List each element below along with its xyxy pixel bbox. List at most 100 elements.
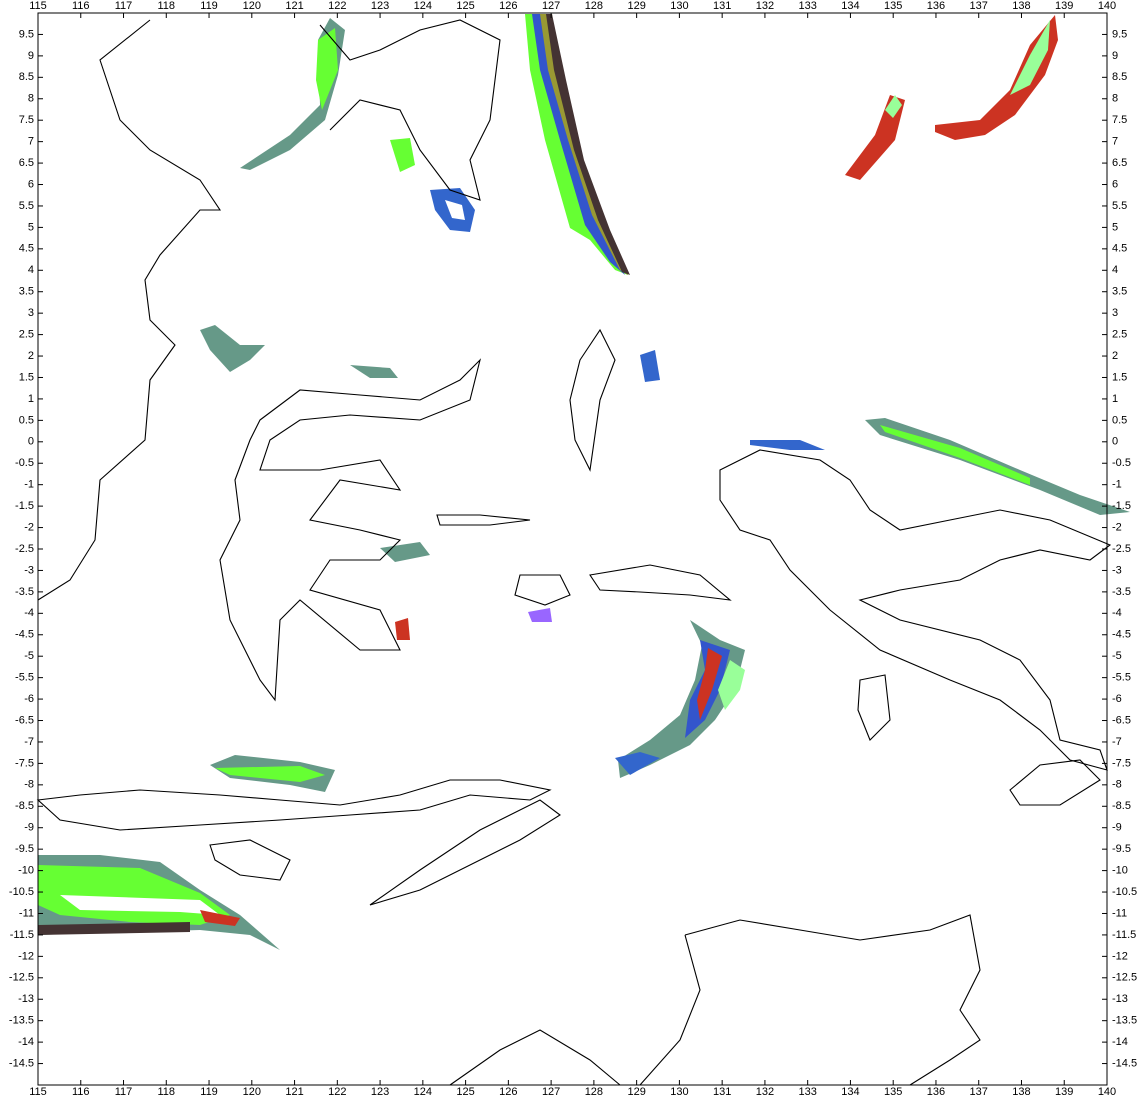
x-tick-label-top: 118: [158, 0, 176, 12]
x-tick-label-bottom: 125: [456, 1086, 474, 1098]
x-tick-label-bottom: 115: [29, 1086, 47, 1098]
y-tick-label-left: -9.5: [15, 843, 34, 855]
y-tick-label-left: 5.5: [19, 200, 34, 212]
x-tick-label-top: 117: [115, 0, 133, 12]
y-tick-label-left: 4.5: [19, 243, 34, 255]
y-tick-label-left: 6.5: [19, 157, 34, 169]
x-tick-label-top: 132: [756, 0, 774, 12]
y-tick-label-right: -11: [1112, 907, 1127, 919]
y-tick-label-right: -4.5: [1112, 629, 1131, 641]
y-tick-label-right: -2.5: [1112, 543, 1131, 555]
y-tick-label-left: -12: [18, 950, 34, 962]
x-tick-label-bottom: 139: [1055, 1086, 1073, 1098]
x-tick-label-bottom: 126: [499, 1086, 517, 1098]
coastline: [569, 328, 616, 472]
x-tick-label-bottom: 128: [585, 1086, 603, 1098]
x-tick-label-top: 131: [713, 0, 731, 12]
coastline: [449, 914, 981, 1086]
y-tick-label-right: 5.5: [1112, 200, 1127, 212]
y-tick-label-left: -6: [24, 693, 34, 705]
y-tick-label-right: 2.5: [1112, 329, 1127, 341]
contour: [528, 608, 552, 622]
y-tick-label-right: 1: [1112, 393, 1118, 405]
y-tick-label-right: -6: [1112, 693, 1122, 705]
coastline: [1009, 759, 1101, 806]
x-tick-label-bottom: 130: [670, 1086, 688, 1098]
y-tick-label-left: -1: [24, 479, 34, 491]
y-tick-label-left: -13: [18, 993, 34, 1005]
x-tick-label-top: 124: [414, 0, 432, 12]
y-tick-label-right: -14.5: [1112, 1057, 1137, 1069]
y-tick-label-left: -5.5: [15, 672, 34, 684]
y-tick-label-right: -8: [1112, 779, 1122, 791]
y-tick-label-left: 0.5: [19, 414, 34, 426]
contour: [718, 660, 745, 710]
coastline: [219, 358, 482, 702]
y-tick-label-left: -5: [24, 650, 34, 662]
y-tick-label-right: -8.5: [1112, 800, 1131, 812]
y-tick-label-left: 5: [28, 221, 34, 233]
x-tick-label-bottom: 123: [371, 1086, 389, 1098]
contour: [445, 200, 465, 220]
y-tick-label-left: 0: [28, 436, 34, 448]
x-tick-label-top: 126: [499, 0, 517, 12]
y-tick-label-right: -7: [1112, 736, 1122, 748]
y-tick-label-right: 0.5: [1112, 414, 1127, 426]
coastlines: [36, 19, 1112, 1086]
y-tick-label-right: 4: [1112, 264, 1118, 276]
y-tick-label-left: -13.5: [9, 1015, 34, 1027]
y-tick-label-right: -12.5: [1112, 972, 1137, 984]
x-tick-label-bottom: 129: [627, 1086, 645, 1098]
y-tick-label-right: -1: [1112, 479, 1122, 491]
y-tick-label-right: -6.5: [1112, 714, 1131, 726]
y-tick-label-left: 4: [28, 264, 34, 276]
y-tick-label-left: -3: [24, 564, 34, 576]
y-tick-label-right: 7: [1112, 136, 1118, 148]
y-tick-label-right: -14: [1112, 1036, 1128, 1048]
y-tick-label-left: 8.5: [19, 71, 34, 83]
x-tick-label-top: 134: [841, 0, 859, 12]
coastline: [719, 449, 1112, 771]
y-tick-label-right: -3: [1112, 564, 1122, 576]
y-tick-label-right: 0: [1112, 436, 1118, 448]
x-tick-label-bottom: 135: [884, 1086, 902, 1098]
y-tick-label-right: -9: [1112, 822, 1122, 834]
coastline: [514, 574, 571, 606]
y-tick-label-left: -7: [24, 736, 34, 748]
y-tick-label-right: -13.5: [1112, 1015, 1137, 1027]
x-tick-label-top: 125: [456, 0, 474, 12]
y-tick-label-left: -4.5: [15, 629, 34, 641]
contour: [215, 766, 325, 782]
x-tick-label-bottom: 140: [1098, 1086, 1116, 1098]
coastline: [589, 564, 732, 601]
contour: [200, 910, 240, 926]
y-tick-label-left: -11: [19, 907, 34, 919]
y-tick-label-right: 3: [1112, 307, 1118, 319]
x-tick-label-top: 119: [200, 0, 218, 12]
x-tick-label-top: 139: [1055, 0, 1073, 12]
hazard-contours: [38, 14, 1130, 950]
x-tick-label-top: 116: [72, 0, 90, 12]
x-tick-label-top: 136: [927, 0, 945, 12]
coastline: [436, 514, 531, 526]
x-tick-label-top: 121: [285, 0, 303, 12]
y-tick-label-right: -10: [1112, 865, 1128, 877]
y-tick-label-left: 7: [28, 136, 34, 148]
y-tick-label-left: -1.5: [15, 500, 34, 512]
coastline: [37, 19, 222, 601]
x-tick-label-bottom: 117: [115, 1086, 133, 1098]
y-tick-label-left: 3.5: [19, 286, 34, 298]
y-tick-label-left: -12.5: [9, 972, 34, 984]
y-tick-label-right: -9.5: [1112, 843, 1131, 855]
coastline: [319, 19, 501, 201]
x-tick-label-bottom: 121: [285, 1086, 303, 1098]
y-tick-label-left: 1.5: [19, 371, 34, 383]
y-tick-label-right: 9: [1112, 50, 1118, 62]
y-tick-label-left: -2: [24, 521, 34, 533]
coastline: [36, 779, 552, 831]
y-tick-label-right: 4.5: [1112, 243, 1127, 255]
x-tick-label-bottom: 116: [72, 1086, 90, 1098]
x-tick-label-top: 115: [29, 0, 47, 12]
contour: [60, 895, 220, 915]
